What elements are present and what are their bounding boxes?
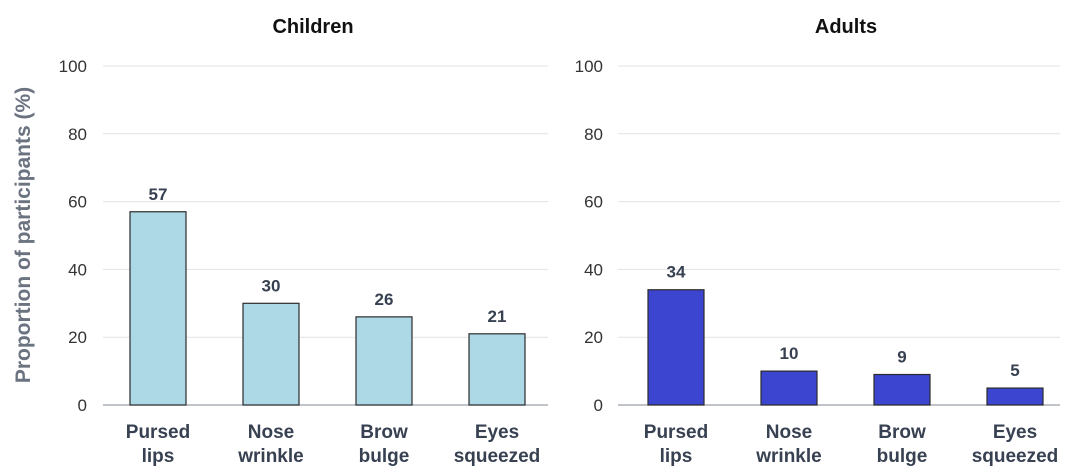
children-y-tick-label: 40: [68, 260, 87, 279]
children-value-label: 21: [488, 307, 507, 326]
children-category-label: bulge: [359, 446, 410, 467]
children-y-tick-label: 20: [68, 328, 87, 347]
y-axis-label: Proportion of participants (%): [12, 87, 35, 383]
adults-value-label: 10: [780, 344, 799, 363]
adults-title: Adults: [815, 16, 877, 38]
adults-y-tick-label: 60: [584, 193, 603, 212]
adults-bar: [760, 370, 818, 406]
children-value-label: 26: [375, 290, 394, 309]
adults-value-label: 5: [1010, 361, 1019, 380]
children-category-label: lips: [142, 446, 175, 467]
children-y-tick-label: 60: [68, 193, 87, 212]
adults-value-label: 34: [667, 263, 686, 282]
children-category-label: Brow: [360, 422, 408, 443]
adults-category-label: Eyes: [993, 422, 1037, 443]
children-bar: [355, 316, 413, 406]
children-bar: [242, 302, 300, 406]
adults-y-tick-label: 80: [584, 125, 603, 144]
children-value-label: 30: [262, 276, 281, 295]
adults-category-label: Brow: [878, 422, 926, 443]
children-bar: [129, 211, 187, 406]
children-category-label: Eyes: [475, 422, 519, 443]
children-y-tick-label: 100: [59, 57, 87, 76]
children-bar: [468, 333, 526, 406]
children-category-label: Pursed: [126, 422, 190, 443]
adults-category-label: wrinkle: [755, 446, 821, 467]
adults-category-label: Nose: [766, 422, 812, 443]
adults-y-tick-label: 20: [584, 328, 603, 347]
adults-y-tick-label: 40: [584, 260, 603, 279]
adults-value-label: 9: [897, 347, 906, 366]
children-category-label: wrinkle: [237, 446, 303, 467]
adults-y-tick-label: 0: [594, 396, 603, 415]
children-title: Children: [272, 16, 353, 38]
children-y-tick-label: 0: [78, 396, 87, 415]
children-category-label: squeezed: [454, 446, 541, 467]
adults-category-label: Pursed: [644, 422, 708, 443]
adults-bar: [986, 387, 1044, 406]
children-panel: Children 0 20 40 60 80 100 57 Pursed lips 30 Nose wr…: [59, 16, 548, 467]
adults-y-tick-label: 100: [575, 57, 603, 76]
children-value-label: 57: [149, 185, 168, 204]
adults-category-label: lips: [660, 446, 693, 467]
adults-panel: Adults 0 20 40 60 80 100 34 Pursed lips 10 Nose wrin…: [575, 16, 1060, 467]
adults-category-label: bulge: [877, 446, 928, 467]
adults-bar: [647, 289, 705, 406]
children-y-tick-label: 80: [68, 125, 87, 144]
adults-bar: [873, 373, 931, 406]
children-category-label: Nose: [248, 422, 294, 443]
adults-category-label: squeezed: [972, 446, 1059, 467]
